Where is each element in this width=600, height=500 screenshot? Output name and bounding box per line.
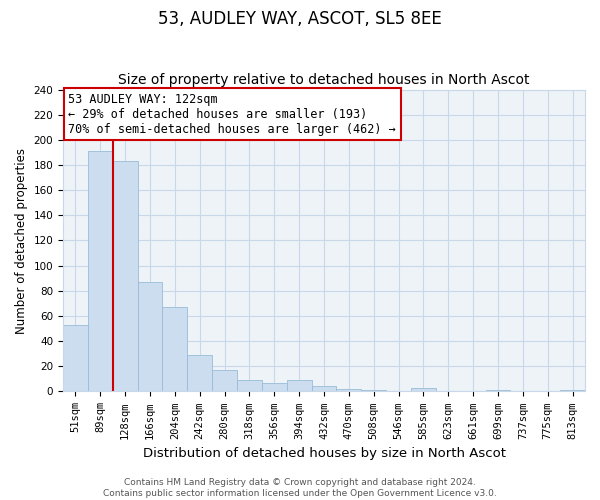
Bar [560, 390, 585, 392]
Text: Contains HM Land Registry data © Crown copyright and database right 2024.
Contai: Contains HM Land Registry data © Crown c… [103, 478, 497, 498]
Bar [411, 388, 436, 392]
Bar [287, 380, 311, 392]
Bar [137, 282, 163, 392]
Bar [88, 151, 113, 392]
Bar [212, 370, 237, 392]
Bar [63, 325, 88, 392]
X-axis label: Distribution of detached houses by size in North Ascot: Distribution of detached houses by size … [143, 447, 506, 460]
Bar [113, 162, 137, 392]
Bar [485, 390, 511, 392]
Y-axis label: Number of detached properties: Number of detached properties [15, 148, 28, 334]
Text: 53 AUDLEY WAY: 122sqm
← 29% of detached houses are smaller (193)
70% of semi-det: 53 AUDLEY WAY: 122sqm ← 29% of detached … [68, 92, 396, 136]
Bar [262, 382, 287, 392]
Bar [237, 380, 262, 392]
Bar [187, 355, 212, 392]
Bar [163, 307, 187, 392]
Bar [361, 390, 386, 392]
Title: Size of property relative to detached houses in North Ascot: Size of property relative to detached ho… [118, 73, 530, 87]
Bar [311, 386, 337, 392]
Bar [337, 389, 361, 392]
Text: 53, AUDLEY WAY, ASCOT, SL5 8EE: 53, AUDLEY WAY, ASCOT, SL5 8EE [158, 10, 442, 28]
